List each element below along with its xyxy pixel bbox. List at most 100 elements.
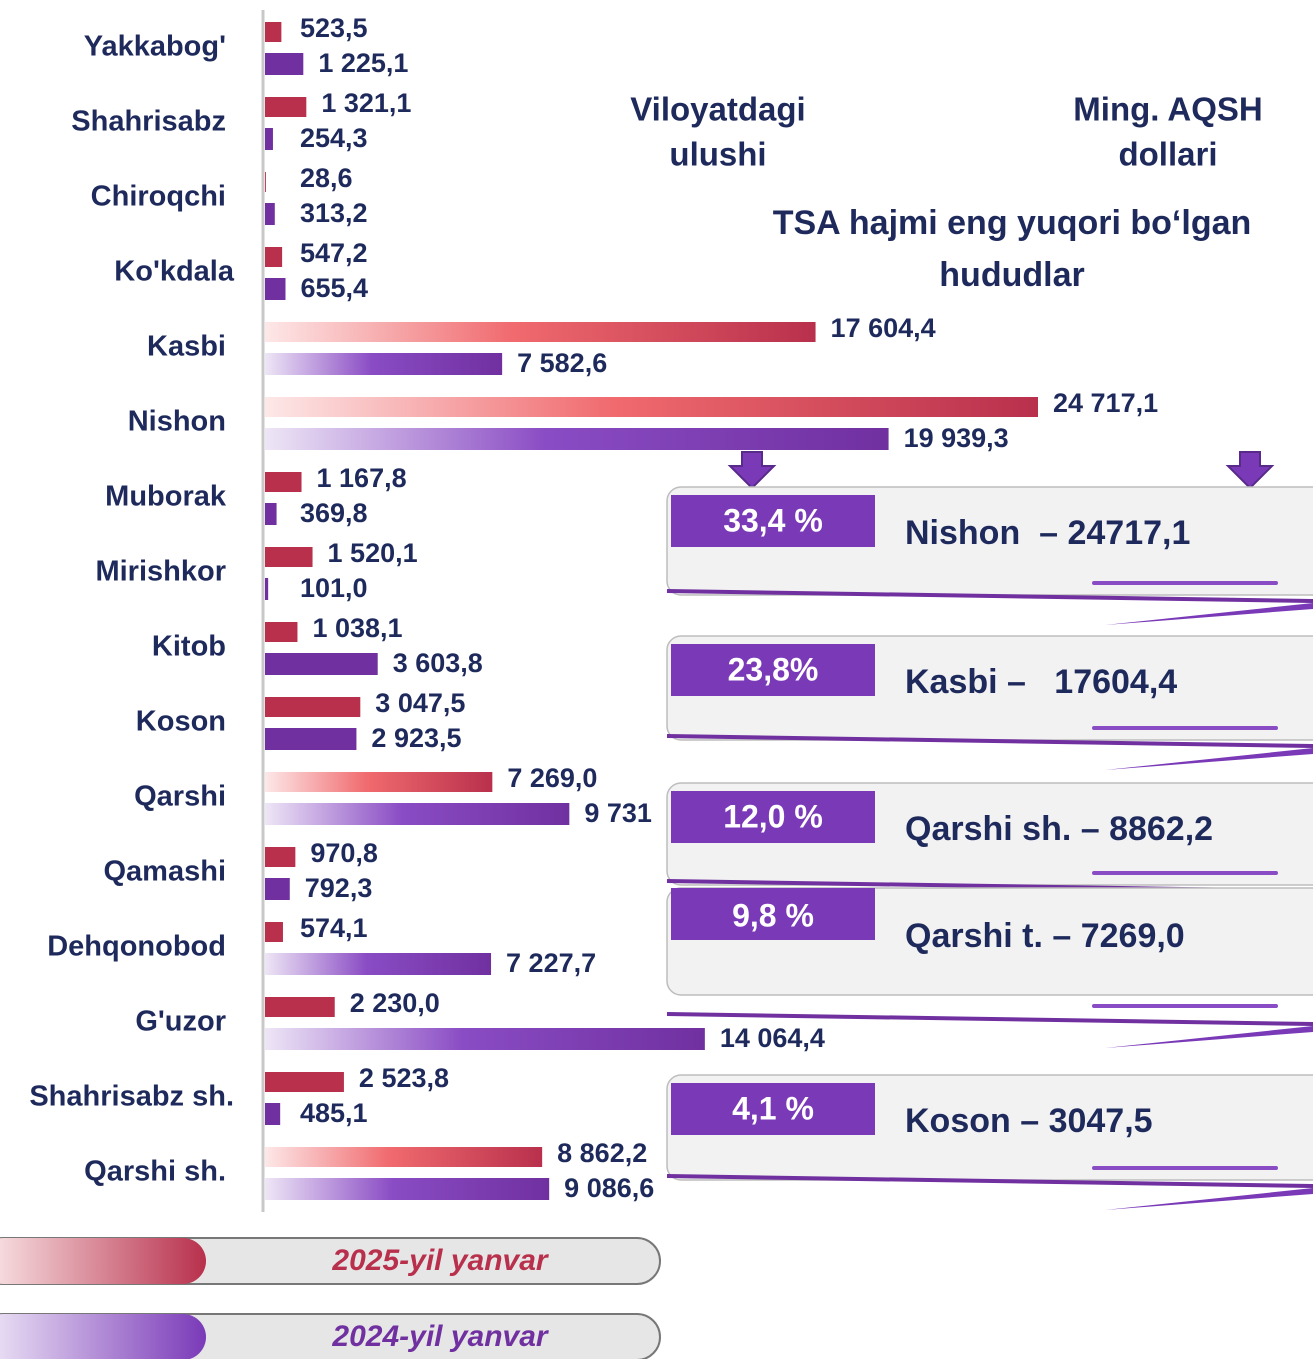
card-label: Kasbi – 17604,4 — [905, 663, 1177, 701]
value-label: 8 862,2 — [557, 1138, 647, 1168]
bar — [265, 622, 298, 642]
category-label: Ko'kdala — [114, 256, 235, 288]
card-underline — [666, 589, 1313, 603]
value-label: 1 321,1 — [321, 88, 411, 118]
bar — [265, 772, 493, 792]
card-wedge — [1105, 603, 1313, 625]
bar — [265, 878, 290, 900]
bar — [265, 353, 503, 375]
bar — [265, 1103, 281, 1125]
value-label: 2 923,5 — [371, 723, 461, 753]
bar — [265, 697, 361, 717]
category-label: Dehqonobod — [47, 931, 226, 963]
value-label: 101,0 — [300, 573, 368, 603]
value-label: 313,2 — [300, 198, 368, 228]
highlight-cards: 33,4 % Nishon – 24717,1 23,8% Kasbi – 17604… — [666, 451, 1313, 1210]
card-stripe — [1092, 1166, 1278, 1170]
value-label: 254,3 — [300, 123, 368, 153]
card-wedge — [1105, 748, 1313, 770]
bar — [265, 728, 357, 750]
value-label: 9 731 — [584, 798, 652, 828]
bar — [265, 472, 302, 492]
header-text: Ming. AQSH — [1073, 91, 1262, 128]
card-stripe — [1092, 871, 1278, 875]
category-label: Yakkabog' — [84, 31, 226, 63]
share-badge — [671, 791, 875, 843]
share-value: 12,0 % — [723, 798, 823, 834]
value-label: 3 047,5 — [375, 688, 465, 718]
value-label: 970,8 — [310, 838, 378, 868]
bar — [265, 503, 277, 525]
legend: 2025-yil yanvar 2024-yil yanvar — [0, 1237, 661, 1359]
category-label: Kitob — [152, 631, 226, 663]
value-label: 485,1 — [300, 1098, 368, 1128]
category-label: Nishon — [128, 406, 226, 438]
value-label: 1 038,1 — [312, 613, 402, 643]
value-label: 1 225,1 — [318, 48, 408, 78]
share-value: 33,4 % — [723, 502, 823, 538]
bar — [265, 847, 296, 867]
bar — [265, 247, 283, 267]
category-label: Mirishkor — [95, 556, 226, 588]
bar — [265, 803, 570, 825]
category-label: Shahrisabz — [71, 106, 226, 138]
share-badge — [671, 495, 875, 547]
bar — [265, 172, 266, 192]
value-label: 28,6 — [300, 163, 353, 193]
share-value: 23,8% — [728, 651, 819, 687]
card-label: Qarshi t. – 7269,0 — [905, 917, 1185, 955]
value-label: 369,8 — [300, 498, 368, 528]
value-label: 2 523,8 — [359, 1063, 449, 1093]
value-label: 7 269,0 — [507, 763, 597, 793]
bar — [265, 997, 335, 1017]
card-label: Koson – 3047,5 — [905, 1102, 1153, 1140]
bar — [265, 653, 378, 675]
header-text: hududlar — [939, 256, 1084, 294]
header-text: Viloyatdagi — [630, 91, 805, 128]
bars: Yakkabog' 523,5 1 225,1 Shahrisabz 1 321,1 25… — [29, 13, 1158, 1203]
value-label: 14 064,4 — [720, 1023, 825, 1053]
category-label: Muborak — [105, 481, 227, 513]
value-label: 19 939,3 — [904, 423, 1009, 453]
bar — [265, 322, 816, 342]
legend-label: 2024-yil yanvar — [331, 1320, 549, 1353]
bar — [265, 203, 275, 225]
value-label: 523,5 — [300, 13, 368, 43]
arrow — [727, 451, 777, 490]
share-badge — [671, 644, 875, 696]
share-value: 4,1 % — [732, 1090, 814, 1126]
card-underline — [666, 734, 1313, 748]
card-wedge — [1105, 1188, 1313, 1210]
bar — [265, 53, 304, 75]
card-label: Qarshi sh. – 8862,2 — [905, 810, 1213, 848]
header-text: ulushi — [669, 136, 766, 173]
value-label: 655,4 — [300, 273, 368, 303]
category-label: Koson — [136, 706, 226, 738]
category-label: G'uzor — [135, 1006, 226, 1038]
legend-swatch — [0, 1238, 206, 1284]
category-label: Shahrisabz sh. — [29, 1081, 234, 1113]
value-label: 1 167,8 — [317, 463, 407, 493]
bar — [265, 278, 286, 300]
category-label: Qarshi — [134, 781, 226, 813]
value-label: 7 582,6 — [517, 348, 607, 378]
value-label: 7 227,7 — [506, 948, 596, 978]
bar — [265, 547, 313, 567]
bar — [265, 97, 307, 117]
value-label: 24 717,1 — [1053, 388, 1158, 418]
bar — [265, 1072, 344, 1092]
card-wedge — [1105, 1026, 1313, 1048]
card-stripe — [1092, 581, 1278, 585]
card-stripe — [1092, 1004, 1278, 1008]
bar — [265, 578, 269, 600]
share-badge — [671, 1083, 875, 1135]
value-label: 792,3 — [305, 873, 373, 903]
header-text: TSA hajmi eng yuqori bo‘lgan — [773, 204, 1252, 242]
card-label: Nishon – 24717,1 — [905, 514, 1190, 552]
header-text: dollari — [1118, 136, 1217, 173]
share-value: 9,8 % — [732, 897, 814, 933]
bar — [265, 128, 273, 150]
category-label: Qamashi — [104, 856, 227, 888]
category-label: Kasbi — [147, 331, 226, 363]
